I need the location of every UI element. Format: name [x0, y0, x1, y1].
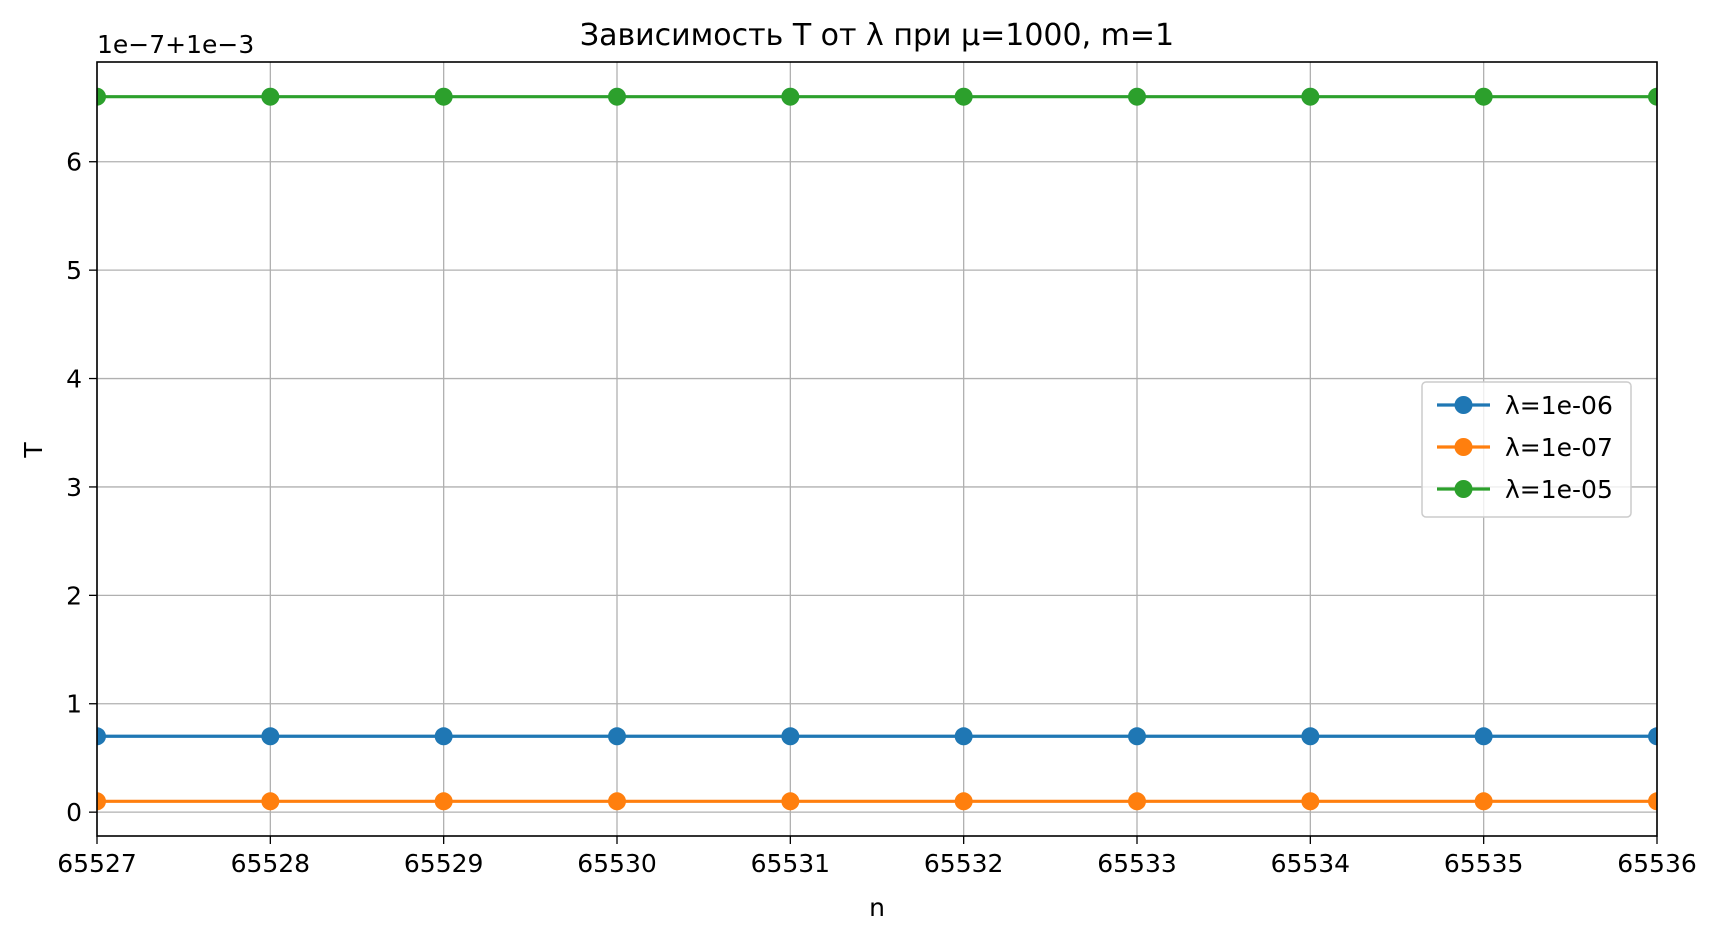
- y-tick-label: 0: [66, 798, 82, 827]
- data-point: [781, 727, 800, 746]
- x-tick-label: 65535: [1444, 849, 1524, 878]
- legend-marker: [1454, 438, 1473, 456]
- x-tick-label: 65529: [404, 849, 484, 878]
- data-point: [1128, 727, 1146, 746]
- y-tick-label: 6: [66, 148, 82, 177]
- legend-item: λ=1e-06: [1437, 391, 1613, 420]
- y-tick-label: 3: [66, 473, 82, 502]
- data-point: [1648, 792, 1657, 811]
- x-tick-label: 65536: [1617, 849, 1697, 878]
- legend-item: λ=1e-05: [1437, 475, 1613, 504]
- data-point: [1474, 727, 1493, 746]
- y-axis-label: T: [19, 442, 48, 459]
- data-point: [1301, 87, 1320, 106]
- series-2: [97, 87, 1657, 106]
- series-0: [97, 727, 1657, 746]
- data-point: [97, 727, 106, 746]
- plot-frame: [96, 61, 1658, 837]
- legend-marker: [1454, 480, 1473, 498]
- data-point: [608, 792, 626, 811]
- data-point: [261, 792, 280, 811]
- data-point: [97, 792, 106, 811]
- x-tick-label: 65534: [1271, 849, 1351, 878]
- legend-box: [1421, 381, 1632, 518]
- data-point: [781, 792, 800, 811]
- x-tick-label: 65532: [924, 849, 1004, 878]
- x-tick-label: 65528: [231, 849, 311, 878]
- y-tick-label: 5: [66, 256, 82, 285]
- data-point: [1301, 792, 1320, 811]
- data-point: [608, 727, 626, 746]
- data-point: [434, 792, 453, 811]
- data-point: [954, 792, 973, 811]
- data-point: [1128, 792, 1146, 811]
- legend-label: λ=1e-07: [1505, 433, 1613, 462]
- legend-label: λ=1e-06: [1505, 391, 1613, 420]
- y-tick-label: 4: [66, 365, 82, 394]
- x-tick-label: 65530: [577, 849, 657, 878]
- data-point: [954, 727, 973, 746]
- x-tick-label: 65531: [751, 849, 831, 878]
- y-tick-label: 2: [66, 581, 82, 610]
- legend-items: λ=1e-06 λ=1e-07 λ=1e-05: [1437, 391, 1613, 504]
- data-point: [1301, 727, 1320, 746]
- legend-marker: [1454, 396, 1473, 414]
- data-point: [434, 87, 453, 106]
- ticks: 65527 65528 65529 65530 65531 65532 65533 65534…: [57, 148, 1697, 878]
- legend-item: λ=1e-07: [1437, 433, 1613, 462]
- x-tick-label: 65527: [57, 849, 137, 878]
- series-layer: [97, 87, 1657, 811]
- data-point: [781, 87, 800, 106]
- data-point: [97, 87, 106, 106]
- data-point: [1474, 792, 1493, 811]
- x-tick-label: 65533: [1097, 849, 1177, 878]
- data-point: [261, 87, 280, 106]
- data-point: [608, 87, 626, 106]
- y-offset-label: 1e−7+1e−3: [97, 30, 254, 59]
- data-point: [261, 727, 280, 746]
- chart-title: Зависимость T от λ при μ=1000, m=1: [580, 18, 1174, 53]
- legend-label: λ=1e-05: [1505, 475, 1613, 504]
- data-point: [1648, 87, 1657, 106]
- data-point: [1128, 87, 1146, 106]
- series-1: [97, 792, 1657, 811]
- data-point: [434, 727, 453, 746]
- y-tick-label: 1: [66, 690, 82, 719]
- legend: λ=1e-06 λ=1e-07 λ=1e-05: [1421, 381, 1632, 518]
- data-point: [1648, 727, 1657, 746]
- data-point: [954, 87, 973, 106]
- data-point: [1474, 87, 1493, 106]
- x-axis-label: n: [869, 893, 885, 922]
